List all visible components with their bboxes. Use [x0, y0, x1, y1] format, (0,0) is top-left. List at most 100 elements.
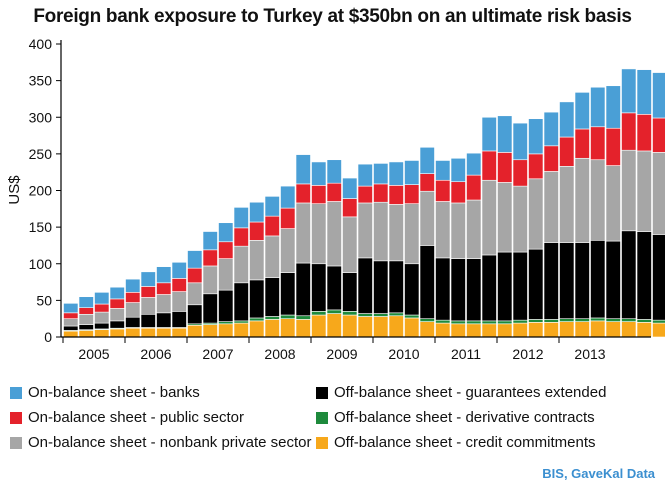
x-tick-label: 2012	[512, 346, 543, 362]
bar-segment	[109, 286, 125, 300]
bar-segment	[311, 263, 327, 312]
bar-segment	[636, 69, 652, 115]
bar-segment	[621, 149, 637, 232]
bar-segment	[605, 321, 621, 338]
bar-segment	[140, 297, 156, 315]
bar-segment	[574, 157, 590, 243]
bar-segment	[497, 115, 513, 153]
bar-segment	[63, 303, 79, 314]
y-tick-label: 400	[29, 36, 53, 52]
bar-segment	[311, 203, 327, 265]
bar-segment	[311, 185, 327, 204]
bar-segment	[342, 177, 358, 199]
bar-segment	[450, 323, 466, 338]
legend-item-on-nonbank: On-balance sheet - nonbank private secto…	[10, 434, 312, 451]
bar-segment	[559, 321, 575, 338]
legend-label: On-balance sheet - public sector	[28, 409, 244, 426]
bar-segment	[156, 294, 172, 314]
bar-segment	[357, 313, 373, 317]
bar-segment	[497, 182, 513, 253]
bar-segment	[605, 318, 621, 322]
bar-segment	[342, 311, 358, 316]
x-tick-label: 2006	[140, 346, 171, 362]
bar-segment	[233, 282, 249, 322]
bar-segment	[63, 318, 79, 327]
x-tick-label: 2010	[388, 346, 419, 362]
bar-segment	[481, 150, 497, 181]
chart-title: Foreign bank exposure to Turkey at $350b…	[33, 6, 632, 27]
bar-segment	[466, 258, 482, 322]
x-tick-label: 2011	[451, 346, 481, 362]
bar-segment	[156, 327, 172, 338]
bar-segment	[466, 320, 482, 325]
bar-segment	[233, 322, 249, 338]
bar-segment	[357, 316, 373, 338]
bar-segment	[543, 242, 559, 320]
legend-label: On-balance sheet - banks	[28, 384, 200, 401]
bar-segment	[264, 196, 280, 217]
bar-segment	[295, 319, 311, 338]
bar-segment	[652, 234, 665, 321]
bar-segment	[559, 242, 575, 319]
bar-segment	[404, 184, 420, 204]
bar-segment	[528, 248, 544, 320]
bar-segment	[357, 257, 373, 314]
bar-segment	[388, 204, 404, 262]
bar-segment	[652, 72, 665, 119]
bar-segment	[63, 312, 79, 319]
bar-segment	[140, 327, 156, 338]
bar-segment	[125, 302, 141, 318]
bar-segment	[636, 322, 652, 338]
bar-segment	[419, 318, 435, 322]
bar-segment	[388, 185, 404, 205]
bar-segment	[264, 319, 280, 338]
bar-segment	[466, 323, 482, 338]
bar-segment	[373, 260, 389, 314]
bar-segment	[187, 267, 203, 284]
bar-segment	[78, 307, 94, 315]
bar-segment	[590, 86, 606, 128]
bar-segment	[497, 320, 513, 325]
bar-segment	[156, 312, 172, 328]
bar-segment	[574, 242, 590, 319]
bar-segment	[125, 316, 141, 328]
bar-segment	[559, 318, 575, 322]
bar-segment	[590, 317, 606, 322]
bar-segment	[621, 230, 637, 319]
bar-segment	[94, 303, 110, 313]
bar-segment	[559, 166, 575, 243]
bar-segment	[218, 289, 234, 322]
bar-segment	[450, 258, 466, 322]
bar-segment	[574, 321, 590, 338]
y-tick-label: 0	[44, 329, 52, 345]
y-tick-label: 350	[29, 73, 53, 89]
bar-segment	[249, 279, 265, 319]
legend-item-off-derivative: Off-balance sheet - derivative contracts	[316, 409, 595, 426]
bar-segment	[528, 118, 544, 155]
bar-segment	[78, 330, 94, 338]
bar-segment	[373, 163, 389, 185]
bar-segment	[218, 323, 234, 338]
bar-segment	[450, 320, 466, 325]
bar-segment	[543, 111, 559, 147]
bar-segment	[357, 202, 373, 259]
bar-segment	[652, 322, 665, 338]
legend-label: On-balance sheet - nonbank private secto…	[28, 434, 312, 451]
bar-segment	[295, 183, 311, 204]
legend-label: Off-balance sheet - derivative contracts	[334, 409, 595, 426]
bar-segment	[388, 161, 404, 186]
bar-segment	[326, 265, 342, 311]
bar-segment	[109, 328, 125, 338]
bar-segment	[233, 207, 249, 229]
bar-segment	[419, 173, 435, 192]
bar-segment	[512, 185, 528, 253]
bar-segment	[528, 322, 544, 338]
y-tick-label: 250	[29, 146, 53, 162]
bar-segment	[590, 159, 606, 241]
bar-segment	[187, 282, 203, 306]
bar-segment	[528, 153, 544, 180]
bar-segment	[512, 122, 528, 161]
bar-segment	[140, 313, 156, 328]
bar-segment	[202, 249, 218, 267]
bar-segment	[78, 313, 94, 325]
